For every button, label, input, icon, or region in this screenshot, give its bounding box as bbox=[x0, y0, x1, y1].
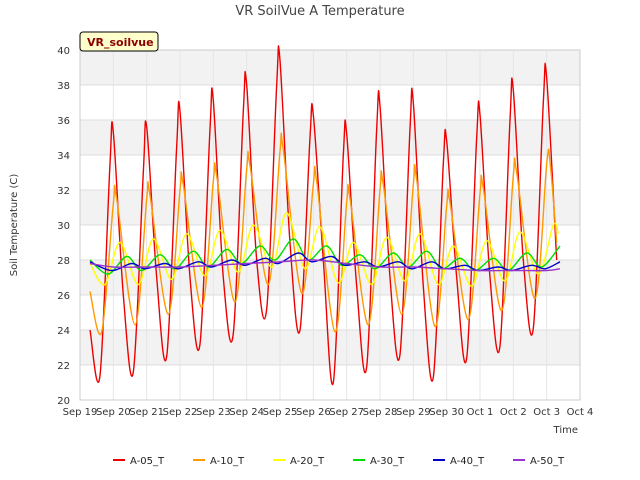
x-tick-label: Sep 24 bbox=[229, 407, 264, 418]
plot-band bbox=[80, 190, 580, 225]
y-tick-label: 24 bbox=[57, 326, 70, 337]
y-tick-label: 20 bbox=[57, 396, 70, 407]
y-tick-label: 26 bbox=[57, 291, 70, 302]
x-tick-label: Oct 3 bbox=[533, 407, 560, 418]
series-line-a-20_t bbox=[89, 212, 559, 288]
x-tick-label: Sep 23 bbox=[196, 407, 231, 418]
x-tick-label: Sep 21 bbox=[129, 407, 164, 418]
series-line-a-05_t bbox=[89, 45, 558, 386]
x-axis-label: Time bbox=[553, 425, 578, 436]
y-axis-label: Soil Temperature (C) bbox=[9, 174, 20, 277]
legend-label-a-20_t: A-20_T bbox=[290, 456, 325, 467]
station-badge-label: VR_soilvue bbox=[87, 36, 154, 49]
y-tick-label: 34 bbox=[57, 151, 70, 162]
y-tick-label: 36 bbox=[57, 116, 70, 127]
y-tick-label: 32 bbox=[57, 186, 70, 197]
legend-label-a-10_t: A-10_T bbox=[210, 456, 245, 467]
x-tick-label: Sep 20 bbox=[96, 407, 131, 418]
y-axis-ticks: 20 22 24 26 28 30 32 34 36 38 40 bbox=[57, 46, 70, 407]
x-tick-label: Sep 29 bbox=[396, 407, 431, 418]
x-tick-label: Sep 28 bbox=[363, 407, 398, 418]
series-line-a-50_t bbox=[89, 259, 561, 272]
legend: A-05_T A-10_T A-20_T A-30_T A-40_T A-50_T bbox=[113, 456, 565, 467]
plot-frame bbox=[79, 49, 581, 401]
x-tick-label: Oct 1 bbox=[467, 407, 494, 418]
y-tick-label: 38 bbox=[57, 81, 70, 92]
station-badge: VR_soilvue bbox=[79, 31, 159, 52]
y-tick-label: 30 bbox=[57, 221, 70, 232]
x-tick-label: Sep 27 bbox=[329, 407, 364, 418]
x-tick-label: Sep 26 bbox=[296, 407, 331, 418]
y-tick-label: 40 bbox=[57, 46, 70, 57]
x-tick-label: Oct 4 bbox=[567, 407, 594, 418]
x-tick-label: Sep 19 bbox=[63, 407, 98, 418]
legend-label-a-05_t: A-05_T bbox=[130, 456, 165, 467]
plot-band bbox=[80, 120, 580, 155]
legend-label-a-40_t: A-40_T bbox=[450, 456, 485, 467]
y-tick-label: 28 bbox=[57, 256, 70, 267]
x-tick-label: Sep 30 bbox=[429, 407, 464, 418]
series-line-a-10_t bbox=[89, 132, 558, 336]
plot-band bbox=[80, 50, 580, 85]
series-lines bbox=[89, 45, 561, 386]
x-tick-label: Oct 2 bbox=[500, 407, 527, 418]
chart-title: VR SoilVue A Temperature bbox=[235, 4, 404, 19]
y-tick-label: 22 bbox=[57, 361, 70, 372]
legend-label-a-50_t: A-50_T bbox=[530, 456, 565, 467]
legend-label-a-30_t: A-30_T bbox=[370, 456, 405, 467]
station-badge-box bbox=[79, 31, 159, 52]
x-tick-label: Sep 22 bbox=[163, 407, 198, 418]
x-tick-label: Sep 25 bbox=[263, 407, 298, 418]
